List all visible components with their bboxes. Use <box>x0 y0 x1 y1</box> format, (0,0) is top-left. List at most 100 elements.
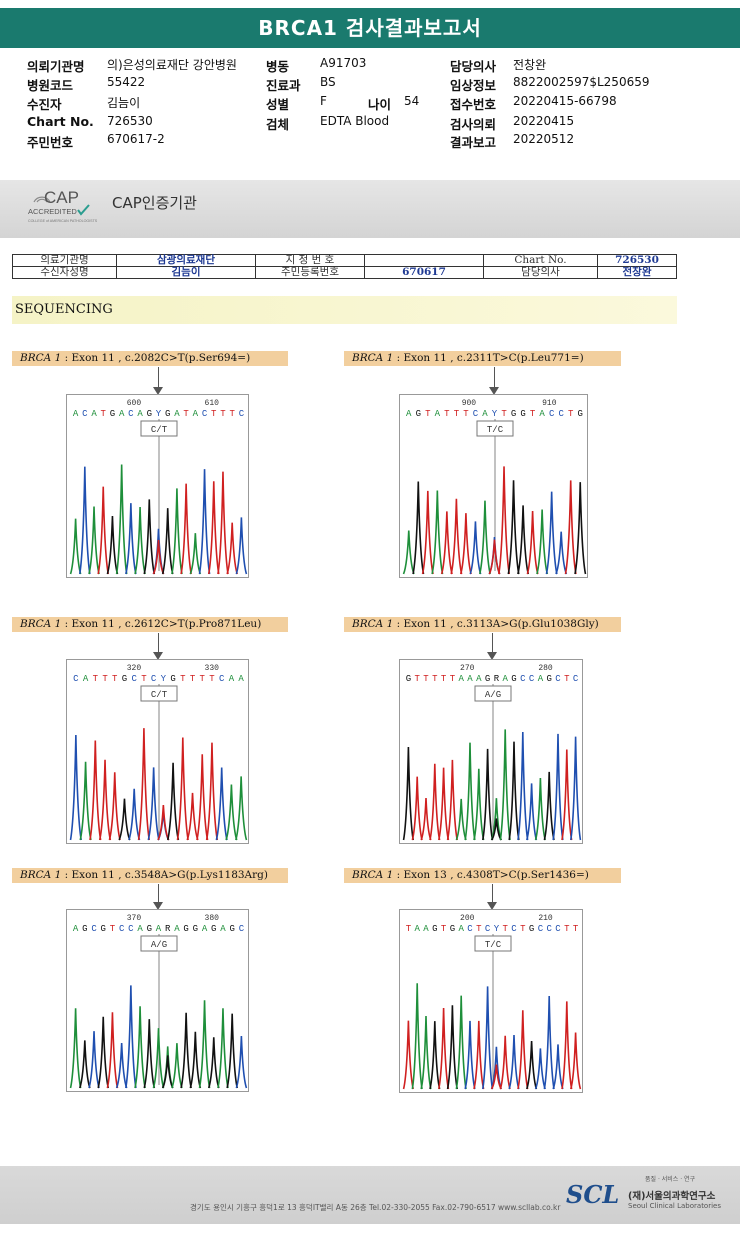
variant-label: BRCA 1 : Exon 11 , c.2082C>T(p.Ser694=) <box>12 351 288 366</box>
position-label: 380 <box>205 914 220 923</box>
trace-peak <box>569 736 582 841</box>
cap-banner <box>0 180 740 238</box>
trace-peak <box>134 507 146 575</box>
position-label: 270 <box>460 664 475 673</box>
variant-description: : Exon 11 , c.3548A>G(p.Lys1183Arg) <box>64 869 268 881</box>
trace-peak <box>490 798 502 841</box>
trace-peak <box>446 759 459 841</box>
base-call: A <box>458 924 464 934</box>
position-label: 210 <box>538 914 553 923</box>
cap-certified-label: CAP인증기관 <box>112 194 197 212</box>
report-title: BRCA1 검사결과보고서 <box>0 8 740 48</box>
trace-peak <box>161 508 174 575</box>
base-call: T <box>211 409 217 419</box>
trace-peak <box>115 1043 128 1089</box>
trace-peak <box>217 471 229 575</box>
arrow-down-icon <box>489 387 499 395</box>
gene-name: BRCA 1 <box>352 618 394 630</box>
position-label: 200 <box>460 914 475 923</box>
trace-peak <box>215 767 228 841</box>
trace-peak <box>490 818 502 841</box>
base-call: G <box>529 924 534 934</box>
base-call: C <box>128 924 134 934</box>
trace-peak <box>205 742 219 841</box>
trace-peak <box>176 737 189 841</box>
trace-peak <box>108 772 121 841</box>
arrow-line <box>494 367 495 390</box>
header-field-value: BS <box>320 75 336 89</box>
trace-peak <box>147 767 160 841</box>
base-call: C <box>573 674 579 684</box>
header-field-value: 726530 <box>107 114 153 128</box>
variant-description: : Exon 11 , c.2612C>T(p.Pro871Leu) <box>64 618 262 630</box>
trace-peak <box>421 490 434 575</box>
base-call: A <box>156 924 162 934</box>
trace-peak <box>499 1035 511 1090</box>
cell-label: 지 정 번 호 <box>255 254 365 267</box>
base-call: T <box>520 924 526 934</box>
arrow-down-icon <box>153 387 163 395</box>
base-call: C <box>91 924 97 934</box>
base-call: A <box>220 924 226 934</box>
trace-peak <box>98 759 112 841</box>
variant-description: : Exon 11 , c.2311T>C(p.Leu771=) <box>396 352 584 364</box>
trace-peak <box>217 1008 229 1089</box>
position-label: 280 <box>538 664 553 673</box>
base-call: R <box>165 924 171 934</box>
base-call: C <box>73 674 79 684</box>
trace-peak <box>89 740 102 841</box>
receiver-info-table: 의료기관명 삼광의료재단 지 정 번 호 Chart No. 726530 수신… <box>12 254 677 279</box>
trace-peak <box>525 783 538 841</box>
base-call: C <box>151 674 157 684</box>
header-field-value: 김늠이 <box>107 96 141 110</box>
trace-peak <box>446 1005 459 1090</box>
base-call: T <box>414 674 420 684</box>
base-call: T <box>423 674 429 684</box>
cell-value: 670617 <box>364 266 484 279</box>
trace-peak <box>134 1006 146 1089</box>
trace-peak <box>488 539 501 575</box>
trace-peak <box>78 1040 91 1089</box>
header-field-label: 병동 <box>266 59 290 74</box>
base-call: G <box>546 674 551 684</box>
base-call: C <box>546 924 552 934</box>
header-field-value: 전창완 <box>513 58 547 72</box>
trace-peak <box>517 505 530 575</box>
arrow-down-icon <box>153 652 163 660</box>
trace-peak <box>437 1008 450 1090</box>
arrow-line <box>492 884 493 905</box>
trace-peak <box>455 798 467 841</box>
trace-peak <box>180 483 192 575</box>
trace-peak <box>481 986 494 1090</box>
header-field-value: 8822002597$L250659 <box>513 75 650 89</box>
base-call: G <box>511 674 516 684</box>
base-call: G <box>183 924 188 934</box>
genotype-call: A/G <box>485 690 501 700</box>
trace-peak <box>497 466 511 575</box>
base-call: Y <box>161 674 167 684</box>
chromatogram-panel: 200 210 T A A G T G A C T C Y T C T G C C C T T T/C <box>399 909 583 1093</box>
base-call: A <box>174 924 180 934</box>
header-field-value: 의)은성의료재단 강안병원 <box>107 58 237 72</box>
trace-peak <box>125 985 137 1089</box>
base-call: G <box>432 924 437 934</box>
base-call: T <box>110 924 116 934</box>
base-call: T <box>476 924 482 934</box>
header-field-label: 의뢰기관명 <box>27 59 85 74</box>
trace-peak <box>508 741 520 841</box>
trace-peak <box>464 1020 476 1090</box>
position-label: 900 <box>462 399 477 408</box>
base-call: T <box>564 924 570 934</box>
trace-peak <box>143 1019 156 1089</box>
base-call: A <box>435 409 441 419</box>
trace-peak <box>455 995 467 1090</box>
genotype-call-box <box>140 685 178 702</box>
base-call: C <box>239 924 245 934</box>
footer-org-name-en: Seoul Clinical Laboratories <box>628 1202 721 1210</box>
base-call: T <box>93 674 99 684</box>
trace-peak <box>526 511 539 575</box>
trace-peak <box>69 735 82 841</box>
header-field-value: 55422 <box>107 75 146 89</box>
header-field-value: A91703 <box>320 56 367 70</box>
